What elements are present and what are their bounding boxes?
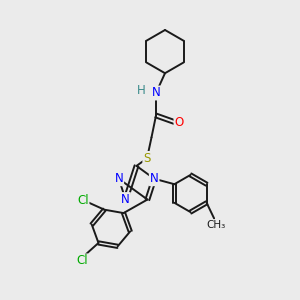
Text: Cl: Cl bbox=[76, 254, 88, 267]
Text: N: N bbox=[150, 172, 159, 185]
Text: H: H bbox=[136, 84, 146, 97]
Text: CH₃: CH₃ bbox=[206, 220, 225, 230]
Text: O: O bbox=[175, 116, 184, 129]
Text: N: N bbox=[114, 172, 123, 185]
Text: Cl: Cl bbox=[77, 194, 88, 207]
Text: S: S bbox=[143, 152, 151, 165]
Text: N: N bbox=[152, 86, 160, 100]
Text: N: N bbox=[121, 193, 130, 206]
